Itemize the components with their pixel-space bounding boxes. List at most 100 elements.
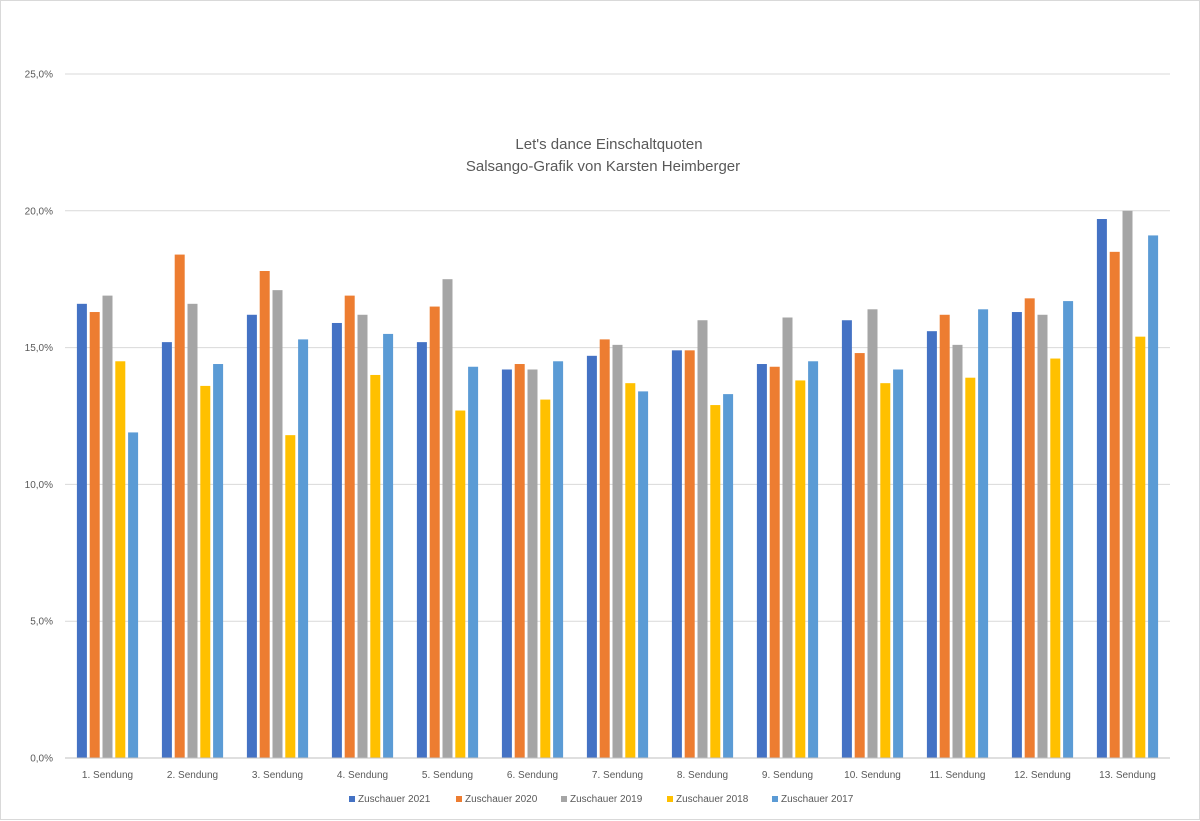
bar [782,317,793,758]
bar [1096,219,1107,758]
bar [115,361,126,758]
y-tick-label: 15,0% [25,343,53,354]
bar [625,383,636,758]
bar [246,314,257,758]
x-tick-label: 8. Sendung [677,770,728,781]
legend-swatch [561,796,567,802]
bar [383,333,394,758]
bar [213,364,224,758]
bar [612,344,623,758]
legend-swatch [772,796,778,802]
bar [76,303,87,758]
x-axis-categories: 1. Sendung 2. Sendung 3. Sendung 4. Sendung… [82,770,1156,781]
bar [697,320,708,758]
bar [671,350,682,758]
bar [370,374,381,758]
x-tick-label: 13. Sendung [1099,770,1156,781]
bar [1122,210,1133,759]
bar [514,364,525,758]
bar [1135,336,1146,758]
bar [501,369,512,758]
x-tick-label: 6. Sendung [507,770,558,781]
bar [128,432,139,758]
chart-subtitle: Salsango-Grafik von Karsten Heimberger [466,158,740,175]
bar [527,369,538,758]
legend-label: Zuschauer 2020 [465,794,538,805]
bar [880,383,891,758]
bar [1024,298,1035,758]
bar [540,399,551,758]
bar [586,355,597,758]
bar [174,254,185,758]
x-tick-label: 11. Sendung [930,770,986,781]
bar [1037,314,1048,758]
bar [893,369,904,758]
bar [272,290,283,758]
bar [867,309,878,758]
bar [259,270,270,758]
bar [357,314,368,758]
bar [599,339,610,758]
legend-swatch [667,796,673,802]
x-tick-label: 12. Sendung [1014,770,1071,781]
bar [1109,251,1120,758]
bar [468,366,479,758]
bar [416,342,427,758]
x-tick-label: 10. Sendung [844,770,901,781]
x-tick-label: 9. Sendung [762,770,813,781]
bar [331,322,342,758]
bar [978,309,989,758]
bar [808,361,819,758]
bar [769,366,780,758]
legend-swatch [456,796,462,802]
legend-label: Zuschauer 2019 [570,794,643,805]
bar [187,303,198,758]
legend: Zuschauer 2021 Zuschauer 2020 Zuschauer 20… [349,794,854,805]
chart-title: Let's dance Einschaltquoten [515,136,702,153]
bar [756,364,767,758]
bar [553,361,564,758]
bar [1011,312,1022,758]
bar [344,295,355,758]
bar [854,353,865,758]
bar [455,410,466,758]
bar [638,391,649,758]
bar [442,279,453,758]
bar [102,295,113,758]
bar [965,377,976,758]
x-tick-label: 1. Sendung [82,770,133,781]
y-tick-label: 10,0% [25,480,53,491]
x-tick-label: 7. Sendung [592,770,643,781]
legend-label: Zuschauer 2021 [358,794,431,805]
legend-swatch [349,796,355,802]
y-tick-label: 0,0% [30,754,53,765]
bar [723,394,734,758]
bar [161,342,172,758]
bar [429,306,440,758]
y-tick-label: 5,0% [30,617,53,628]
legend-label: Zuschauer 2018 [676,794,749,805]
bar [684,350,695,758]
y-tick-label: 20,0% [25,206,53,217]
bar [1063,301,1074,758]
x-tick-label: 2. Sendung [167,770,218,781]
bar [939,314,950,758]
x-tick-label: 3. Sendung [252,770,303,781]
bar [841,320,852,758]
x-tick-label: 4. Sendung [337,770,388,781]
bar [1148,235,1159,759]
y-tick-label: 25,0% [25,70,53,81]
bars [76,210,1159,759]
x-tick-label: 5. Sendung [422,770,473,781]
bar [952,344,963,758]
bar [926,331,937,758]
bar [710,405,721,758]
y-axis-ticks: 0,0% 5,0% 10,0% 15,0% 20,0% 25,0% [25,70,53,765]
bar [1050,358,1061,758]
bar [200,385,211,758]
bar [89,312,100,758]
legend-label: Zuschauer 2017 [781,794,854,805]
bar [795,380,806,758]
